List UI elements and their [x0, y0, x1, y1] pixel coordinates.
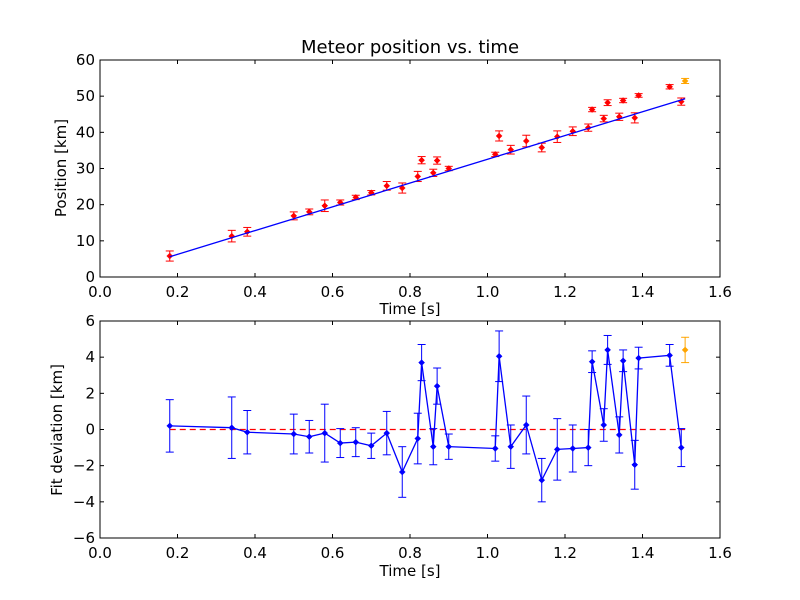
- deviation-point: [600, 421, 608, 429]
- deviation-ticks: 0.0 0.2 0.4 0.6 0.8 1.0 1.2 1.4 1.6 −6 −4 −2 0 2 4 6: [73, 312, 732, 562]
- y-tick-label: 30: [76, 160, 95, 178]
- deviation-point: [418, 359, 425, 366]
- y-tick-label: 50: [76, 87, 95, 105]
- x-tick-label: 0.0: [88, 544, 112, 562]
- deviation-point: [228, 424, 236, 432]
- deviation-point: [166, 422, 174, 430]
- position-y-label: Position [km]: [52, 119, 70, 217]
- deviation-chart: 0.0 0.2 0.4 0.6 0.8 1.0 1.2 1.4 1.6 −6 −4 −2 0 2 4 6 Ti…: [48, 312, 732, 580]
- data-point: [166, 252, 174, 260]
- chart-title: Meteor position vs. time: [301, 37, 519, 58]
- x-tick-label: 0.6: [321, 544, 345, 562]
- y-tick-label: 40: [76, 123, 95, 141]
- data-point: [433, 157, 441, 164]
- x-tick-label: 1.6: [708, 544, 732, 562]
- deviation-point: [414, 435, 422, 442]
- y-tick-label: 0: [85, 268, 95, 286]
- outlier-point: [681, 346, 689, 354]
- x-tick-label: 0.2: [166, 544, 190, 562]
- deviation-point: [495, 352, 503, 360]
- y-tick-label: 20: [76, 196, 95, 214]
- x-tick-label: 0.6: [321, 283, 345, 301]
- data-point: [522, 137, 530, 145]
- data-point: [538, 144, 546, 151]
- deviation-point: [588, 358, 596, 366]
- deviation-point: [290, 430, 298, 438]
- x-tick-label: 1.2: [553, 283, 577, 301]
- x-tick-label: 1.0: [476, 283, 500, 301]
- deviation-point: [305, 433, 313, 441]
- data-point: [495, 132, 503, 140]
- deviation-point: [398, 468, 406, 476]
- deviation-x-label: Time [s]: [379, 562, 441, 580]
- deviation-point: [635, 354, 642, 362]
- deviation-point: [677, 444, 685, 451]
- deviation-point: [383, 429, 391, 437]
- x-tick-label: 1.2: [553, 544, 577, 562]
- x-tick-label: 0.8: [398, 283, 422, 301]
- y-tick-label: −2: [73, 457, 95, 475]
- y-tick-label: 10: [76, 232, 95, 250]
- deviation-point: [445, 443, 453, 451]
- y-tick-label: −6: [73, 529, 95, 547]
- deviation-point: [569, 445, 577, 452]
- data-point: [600, 115, 608, 122]
- deviation-point: [604, 346, 611, 354]
- deviation-point: [429, 443, 437, 451]
- deviation-point: [553, 446, 561, 453]
- deviation-y-label: Fit deviation [km]: [48, 364, 66, 496]
- deviation-plot-area: [165, 330, 690, 503]
- data-point: [666, 83, 673, 91]
- data-point: [619, 97, 627, 104]
- position-chart: Meteor position vs. time 0.0 0.2 0.4 0.6 0.8…: [52, 37, 732, 318]
- deviation-point: [352, 438, 360, 446]
- deviation-point: [584, 444, 592, 451]
- deviation-point: [321, 429, 329, 437]
- y-tick-label: 2: [85, 384, 95, 402]
- deviation-point: [491, 445, 499, 452]
- y-tick-label: −4: [73, 493, 95, 511]
- x-tick-label: 1.0: [476, 544, 500, 562]
- x-tick-label: 0.2: [166, 283, 190, 301]
- y-tick-label: 6: [85, 312, 95, 330]
- deviation-point: [619, 357, 627, 365]
- x-tick-label: 0.8: [398, 544, 422, 562]
- deviation-point: [433, 382, 441, 390]
- deviation-point: [631, 461, 639, 469]
- x-tick-label: 1.4: [631, 283, 655, 301]
- deviation-point: [522, 421, 530, 429]
- deviation-point: [615, 431, 623, 439]
- data-point: [635, 92, 642, 99]
- fit-line: [169, 98, 686, 258]
- y-tick-label: 4: [85, 348, 95, 366]
- x-tick-label: 0.4: [243, 544, 267, 562]
- outlier-point: [681, 77, 689, 85]
- x-tick-label: 1.4: [631, 544, 655, 562]
- x-tick-label: 1.6: [708, 283, 732, 301]
- data-point: [414, 173, 422, 180]
- deviation-point: [538, 476, 546, 484]
- deviation-point: [367, 442, 375, 450]
- y-tick-label: 60: [76, 51, 95, 69]
- position-x-label: Time [s]: [379, 300, 441, 318]
- deviation-point: [507, 443, 515, 451]
- data-point: [588, 106, 596, 113]
- x-tick-label: 0.4: [243, 283, 267, 301]
- data-point: [631, 114, 639, 122]
- position-plot-area: [165, 77, 690, 262]
- deviation-point: [243, 428, 251, 436]
- data-point: [418, 156, 425, 164]
- x-tick-label: 0.0: [88, 283, 112, 301]
- position-ticks: 0.0 0.2 0.4 0.6 0.8 1.0 1.2 1.4 1.6 0 10 20 30 40 50 60: [76, 51, 732, 301]
- deviation-point: [666, 352, 673, 359]
- deviation-point: [336, 439, 344, 447]
- data-point: [383, 182, 391, 190]
- data-point: [604, 99, 611, 107]
- y-tick-label: 0: [85, 421, 95, 439]
